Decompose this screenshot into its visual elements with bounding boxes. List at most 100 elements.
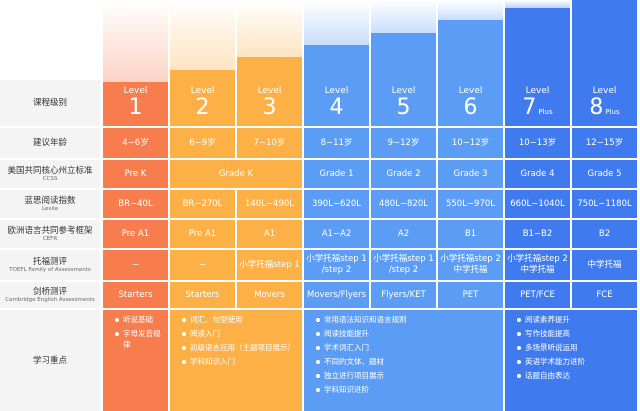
row-label-en: CEFR	[42, 235, 58, 242]
column-fade	[103, 0, 168, 82]
level-plus: Plus	[538, 108, 553, 116]
row-label: 学习重点	[0, 310, 100, 411]
bullet-icon	[182, 318, 186, 322]
cefr-cell: A2	[371, 220, 436, 248]
focus-cell: 词汇、句型使用 阅读入门 初级语言应用（主题项目展示） 学科知识入门	[170, 310, 302, 411]
toefl-cell: 小学托福step 1 /step 2	[371, 250, 436, 280]
lexile-cell: 750L−1180L	[572, 190, 637, 218]
level-number: 1	[129, 96, 143, 120]
toefl-cell: 小学托福step 2 中学托福	[505, 250, 570, 280]
bullet-icon	[517, 318, 521, 322]
focus-item-text: 初级语言应用（主题项目展示）	[190, 343, 295, 352]
focus-item-text: 常用语法知识和语言规则	[324, 315, 407, 324]
cefr-cell: Pre A1	[170, 220, 235, 248]
lexile-cell: 140L−490L	[237, 190, 302, 218]
lexile-cell: 550L−970L	[438, 190, 503, 218]
level-number: 5	[397, 96, 411, 120]
lexile-cell: BR−270L	[170, 190, 235, 218]
focus-item: 英语学术能力进阶	[517, 356, 631, 367]
level-number: 3	[263, 96, 277, 120]
level-word: Level	[324, 86, 349, 96]
cefr-cell: A1	[237, 220, 302, 248]
level-word: Level	[592, 86, 617, 96]
focus-item: 话题自由表达	[517, 370, 631, 381]
cefr-cell: A1−A2	[304, 220, 369, 248]
bullet-icon	[316, 374, 320, 378]
level-word: Level	[123, 86, 148, 96]
ccss-cell: Grade 1	[304, 160, 369, 188]
focus-cell: 常用语法知识和语言规则 阅读技能提升 学术词汇入门 不同的文体、题材 独立进行项目展示学…	[304, 310, 503, 411]
bullet-icon	[316, 332, 320, 336]
focus-item: 不同的文体、题材	[316, 356, 497, 367]
ages-cell: 10−13岁	[505, 128, 570, 158]
focus-list: 常用语法知识和语言规则 阅读技能提升 学术词汇入门 不同的文体、题材 独立进行项目展示学…	[316, 314, 497, 395]
row-label-zh: 蓝思阅读指数	[24, 195, 76, 206]
toefl-cell: 小学托福step 1 /step 2	[304, 250, 369, 280]
level-header: Level 6	[438, 20, 503, 126]
row-label-zh: 学习重点	[32, 355, 67, 366]
cefr-cell: B2	[572, 220, 637, 248]
cambridge-cell: Starters	[103, 282, 168, 308]
focus-item: 字母发音规律	[115, 328, 162, 350]
row-label: 欧洲语言共同参考框架 CEFR	[0, 220, 100, 248]
toefl-cell: 小学托福step 2 中学托福	[438, 250, 503, 280]
row-label-en: Lexile	[42, 205, 58, 212]
ccss-cell: Grade K	[170, 160, 302, 188]
lexile-cell: 480L−820L	[371, 190, 436, 218]
ccss-cell: Grade 2	[371, 160, 436, 188]
level-number-value: 8	[589, 95, 604, 120]
focus-item-text: 独立进行项目展示	[324, 371, 384, 380]
level-word: Level	[525, 86, 550, 96]
level-header: Level 2	[170, 70, 235, 126]
focus-item: 阅读技能提升	[316, 328, 497, 339]
bullet-icon	[182, 346, 186, 350]
level-header: Level 1	[103, 82, 168, 126]
row-label: 课程级别	[0, 80, 100, 126]
row-label-zh: 剑桥测评	[32, 286, 67, 297]
row-label-en: Cambridge English Assessments	[5, 296, 95, 303]
bullet-icon	[316, 360, 320, 364]
row-label-zh: 托福测评	[32, 256, 67, 267]
ages-cell: 7−10岁	[237, 128, 302, 158]
row-label-zh: 课程级别	[32, 98, 67, 108]
bullet-icon	[316, 346, 320, 350]
level-number-value: 2	[195, 95, 210, 120]
focus-item-text: 多场景听说运用	[525, 343, 578, 352]
bullet-icon	[517, 346, 521, 350]
focus-item-text: 写作技能提高	[525, 329, 570, 338]
focus-list: 听说基础字母发音规律	[115, 314, 162, 350]
column-fade	[371, 0, 436, 33]
level-plus: Plus	[605, 108, 620, 116]
focus-list: 阅读素养提升写作技能提高 多场景听说运用 英语学术能力进阶 话题自由表达	[517, 314, 631, 381]
bullet-icon	[517, 374, 521, 378]
focus-item-text: 英语学术能力进阶	[525, 357, 585, 366]
focus-item: 听说基础	[115, 314, 162, 325]
toefl-cell: −	[103, 250, 168, 280]
focus-item: 常用语法知识和语言规则	[316, 314, 497, 325]
level-number-value: 1	[128, 95, 143, 120]
ages-cell: 8−11岁	[304, 128, 369, 158]
level-header: Level 8 Plus	[572, 0, 637, 126]
bullet-icon	[517, 360, 521, 364]
row-label: 建议年龄	[0, 128, 100, 158]
level-header: Level 7 Plus	[505, 8, 570, 126]
focus-cell: 阅读素养提升写作技能提高 多场景听说运用 英语学术能力进阶 话题自由表达	[505, 310, 637, 411]
focus-item-text: 话题自由表达	[525, 371, 570, 380]
column-fade	[304, 0, 369, 45]
focus-item: 阅读素养提升	[517, 314, 631, 325]
focus-item-text: 学科知识进阶	[324, 385, 369, 394]
level-number: 8 Plus	[589, 96, 619, 120]
level-number-value: 3	[262, 95, 277, 120]
level-number-value: 7	[522, 95, 537, 120]
bullet-icon	[316, 318, 320, 322]
row-label-zh: 欧洲语言共同参考框架	[7, 225, 93, 236]
cambridge-cell: Movers	[237, 282, 302, 308]
focus-item-text: 字母发音规律	[123, 329, 161, 349]
focus-item: 学科知识入门	[182, 356, 296, 367]
focus-item: 初级语言应用（主题项目展示）	[182, 342, 296, 353]
focus-item-text: 听说基础	[123, 315, 153, 324]
ages-cell: 12−15岁	[572, 128, 637, 158]
focus-item: 学科知识进阶	[316, 384, 497, 395]
focus-item-text: 学科知识入门	[190, 357, 235, 366]
level-word: Level	[190, 86, 215, 96]
